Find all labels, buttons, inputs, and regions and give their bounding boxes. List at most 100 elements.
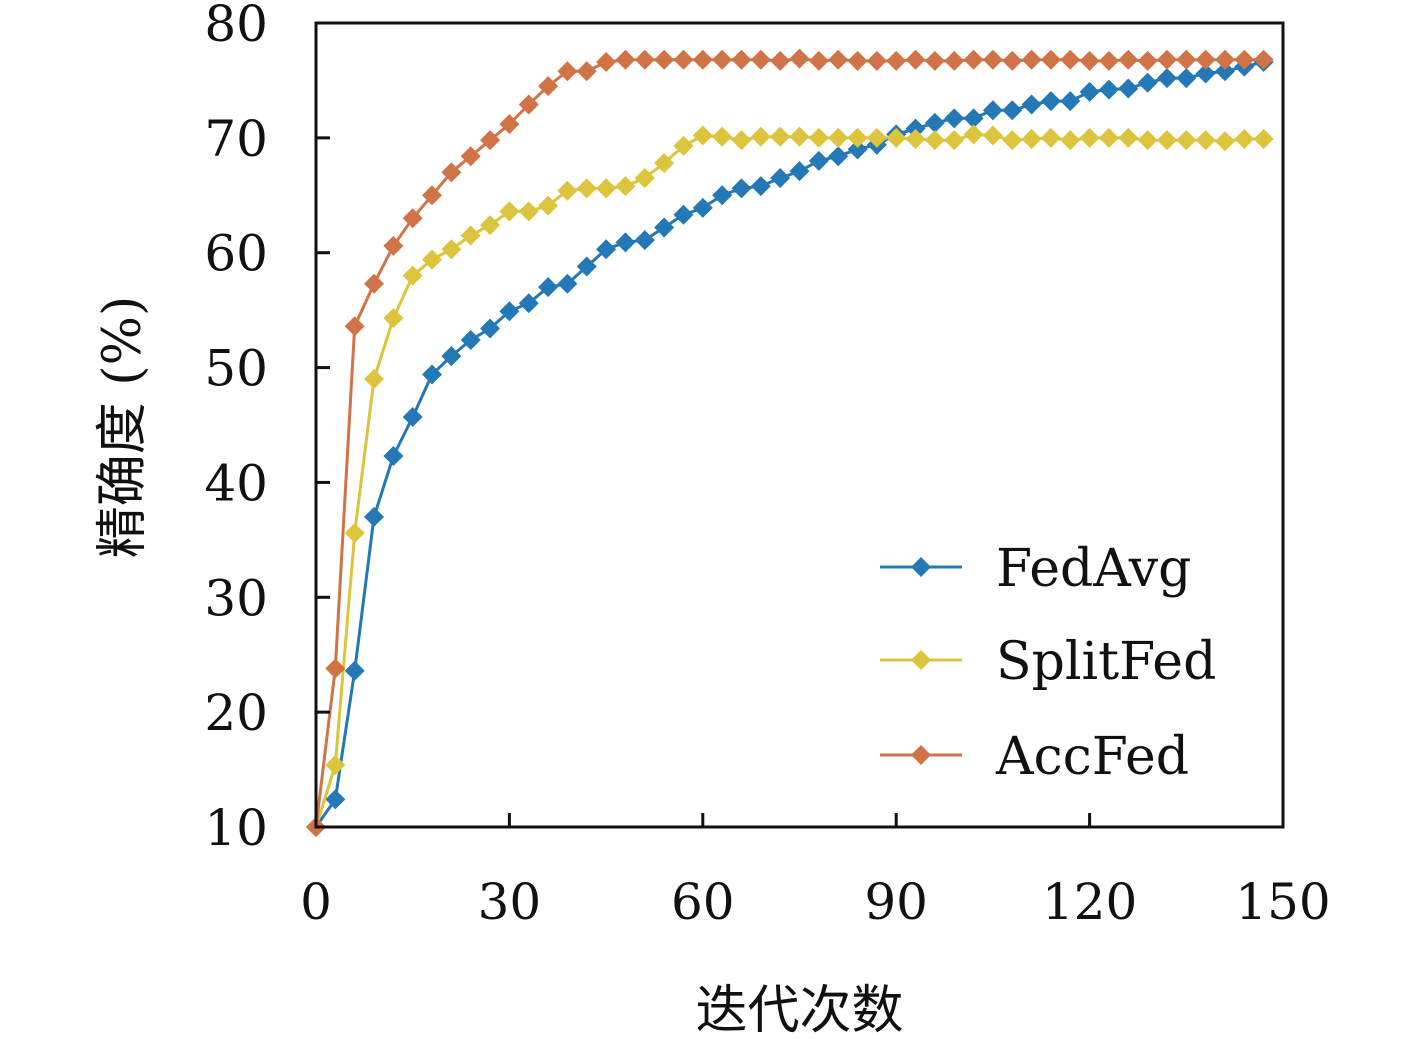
data-point xyxy=(847,127,868,148)
data-point xyxy=(905,118,926,139)
data-point xyxy=(886,127,907,148)
data-point xyxy=(364,369,385,390)
data-point xyxy=(1176,130,1197,151)
data-point xyxy=(538,277,559,298)
data-point xyxy=(750,126,771,147)
data-point xyxy=(1021,94,1042,115)
data-point xyxy=(1234,129,1255,150)
data-point xyxy=(1098,79,1119,100)
data-point xyxy=(518,94,539,115)
data-point xyxy=(441,239,462,260)
data-point xyxy=(963,49,984,70)
data-point xyxy=(460,146,481,167)
data-point xyxy=(1253,129,1274,150)
data-point xyxy=(1214,61,1235,82)
series-line xyxy=(314,132,1264,828)
data-point xyxy=(770,126,791,147)
data-point xyxy=(402,406,423,427)
data-point xyxy=(673,204,694,225)
data-point xyxy=(596,178,617,199)
data-point xyxy=(1137,72,1158,93)
y-tick-label: 30 xyxy=(204,569,268,627)
data-point xyxy=(634,168,655,189)
x-tick-label: 120 xyxy=(1042,873,1137,931)
data-point xyxy=(460,225,481,246)
data-point xyxy=(576,256,597,277)
data-point xyxy=(364,273,385,294)
data-point xyxy=(499,114,520,135)
x-tick-label: 0 xyxy=(300,873,332,931)
data-point xyxy=(789,161,810,182)
data-point xyxy=(634,49,655,70)
data-point xyxy=(944,108,965,129)
data-point xyxy=(1195,49,1216,70)
legend-label: AccFed xyxy=(995,727,1189,787)
data-point xyxy=(325,754,346,775)
ticks-layer: 0 30 60 90 120 150 10 20 30 40 50 60 70 80 xyxy=(204,0,1330,931)
data-point xyxy=(731,178,752,199)
data-point xyxy=(1176,68,1197,89)
legend-label: SplitFed xyxy=(996,632,1216,692)
y-tick-label: 70 xyxy=(204,110,268,168)
legend-item-accfed: AccFed xyxy=(880,727,1189,787)
data-point xyxy=(1156,49,1177,70)
data-point xyxy=(847,50,868,71)
data-point xyxy=(982,49,1003,70)
data-point xyxy=(538,195,559,216)
data-point xyxy=(750,49,771,70)
data-point xyxy=(944,130,965,151)
data-point xyxy=(750,176,771,197)
data-point xyxy=(1156,68,1177,89)
legend-label: FedAvg xyxy=(996,539,1191,599)
series-accfed xyxy=(306,48,1274,837)
legend-item-fedavg: FedAvg xyxy=(880,539,1191,599)
data-point xyxy=(557,61,578,82)
data-point xyxy=(480,215,501,236)
data-point xyxy=(1079,81,1100,102)
data-point xyxy=(325,789,346,810)
series-line xyxy=(314,60,1265,828)
data-point xyxy=(538,76,559,97)
data-point xyxy=(1195,63,1216,84)
data-point xyxy=(499,301,520,322)
legend-swatch-marker xyxy=(911,745,931,765)
data-point xyxy=(808,50,829,71)
data-point xyxy=(1253,49,1274,70)
y-tick-label: 40 xyxy=(204,454,268,512)
y-tick-label: 20 xyxy=(204,684,268,742)
data-point xyxy=(1040,127,1061,148)
data-point xyxy=(576,178,597,199)
data-point xyxy=(1021,49,1042,70)
data-point xyxy=(924,50,945,71)
data-point xyxy=(731,49,752,70)
data-point xyxy=(770,168,791,189)
data-point xyxy=(1002,130,1023,151)
data-point xyxy=(576,61,597,82)
data-point xyxy=(808,127,829,148)
data-point xyxy=(866,50,887,71)
data-point xyxy=(828,49,849,70)
legend-swatch-marker xyxy=(911,557,931,577)
data-point xyxy=(557,180,578,201)
x-axis-title: 迭代次数 xyxy=(695,981,903,1039)
data-point xyxy=(866,127,887,148)
data-point xyxy=(654,217,675,238)
data-point xyxy=(344,316,365,337)
data-point xyxy=(905,49,926,70)
legend-swatch-marker xyxy=(911,650,931,670)
data-point xyxy=(1118,78,1139,99)
data-point xyxy=(1021,129,1042,150)
data-point xyxy=(1079,127,1100,148)
data-point xyxy=(325,658,346,679)
data-point xyxy=(712,185,733,206)
series-layer xyxy=(306,48,1274,837)
data-point xyxy=(944,50,965,71)
x-tick-label: 60 xyxy=(671,873,735,931)
data-point xyxy=(982,125,1003,146)
y-tick-label: 80 xyxy=(204,0,268,53)
data-point xyxy=(422,364,443,385)
data-point xyxy=(1060,130,1081,151)
data-point xyxy=(692,197,713,218)
data-point xyxy=(654,153,675,174)
y-axis-title: 精确度 (%) xyxy=(93,296,153,559)
